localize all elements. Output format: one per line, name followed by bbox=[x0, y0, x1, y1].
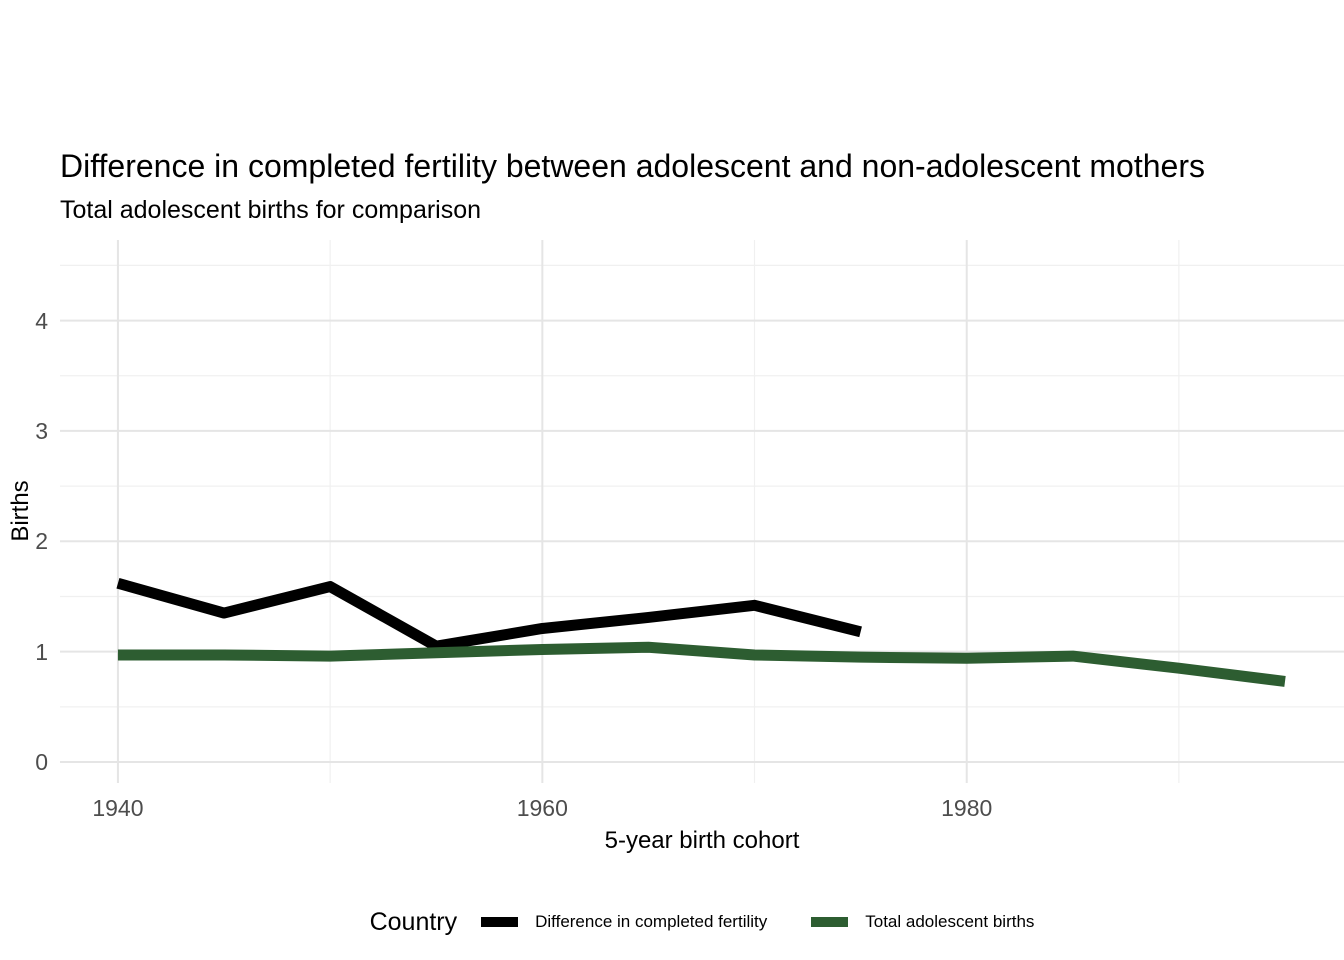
series-line bbox=[116, 577, 862, 652]
legend-items: Difference in completed fertility Total a… bbox=[481, 912, 1034, 932]
chart-title: Difference in completed fertility betwee… bbox=[60, 148, 1205, 184]
legend-item: Difference in completed fertility bbox=[481, 912, 767, 932]
x-tick-label: 1980 bbox=[941, 795, 993, 821]
x-tick-label: 1960 bbox=[516, 795, 568, 821]
y-tick-label: 2 bbox=[35, 528, 48, 555]
legend-item: Total adolescent births bbox=[811, 912, 1034, 932]
legend-label: Difference in completed fertility bbox=[535, 912, 768, 931]
legend: Country Difference in completed fertilit… bbox=[0, 898, 1344, 946]
y-tick-label: 3 bbox=[35, 417, 48, 444]
chart-subtitle: Total adolescent births for comparison bbox=[60, 196, 482, 224]
y-tick-label: 4 bbox=[35, 307, 48, 334]
x-tick-label: 1940 bbox=[92, 795, 144, 821]
legend-line-swatch-icon bbox=[811, 917, 849, 927]
y-axis-title: Births bbox=[7, 480, 34, 542]
legend-label: Total adolescent births bbox=[865, 912, 1035, 931]
legend-title: Country bbox=[369, 907, 458, 936]
series-line bbox=[117, 641, 1286, 687]
y-tick-label: 1 bbox=[35, 638, 48, 665]
y-tick-label: 0 bbox=[35, 749, 48, 776]
x-axis-title: 5-year birth cohort bbox=[604, 827, 800, 854]
legend-line-swatch-icon bbox=[481, 917, 519, 927]
